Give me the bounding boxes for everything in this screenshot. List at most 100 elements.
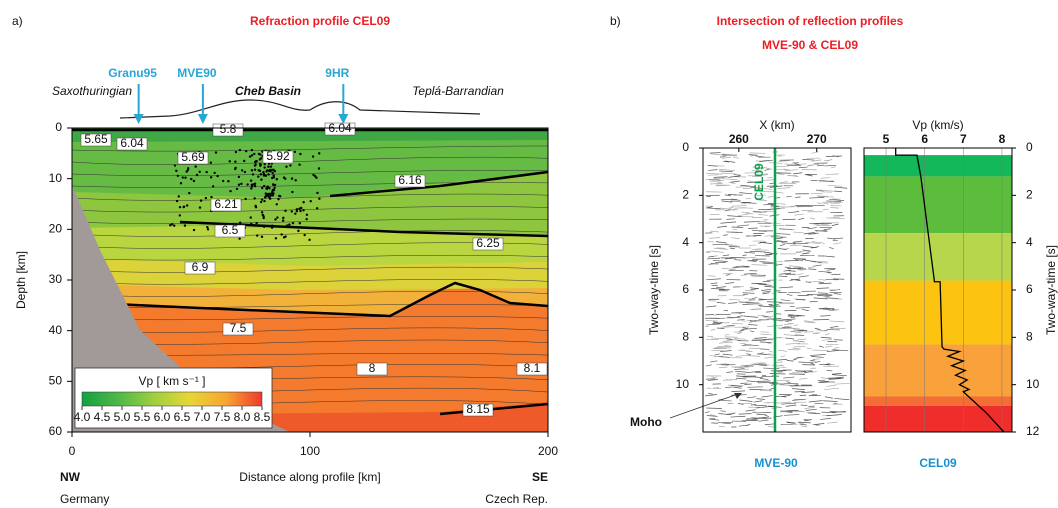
earthquake — [213, 171, 216, 175]
reflection-trace — [706, 387, 712, 389]
reflection-trace — [801, 391, 815, 393]
x-tick-label: 0 — [69, 444, 76, 458]
earthquake — [285, 165, 288, 168]
reflection-trace — [709, 414, 716, 417]
reflection-trace — [717, 422, 731, 425]
earthquake — [233, 167, 237, 171]
reflection-trace — [814, 327, 821, 330]
reflection-trace — [709, 360, 718, 363]
contour-label: 6.04 — [120, 136, 144, 150]
boundary-line — [72, 281, 548, 318]
reflection-trace — [785, 320, 792, 322]
earthquake — [257, 169, 260, 172]
panel-caption: MVE-90 — [754, 456, 798, 470]
reflection-trace — [763, 416, 772, 419]
reflection-trace — [748, 244, 757, 246]
earthquake — [205, 170, 208, 174]
reflection-trace — [811, 159, 822, 162]
reflection-trace — [784, 266, 792, 269]
contour-label: 7.5 — [230, 321, 247, 335]
panel-caption: CEL09 — [919, 456, 957, 470]
reflection-trace — [756, 412, 771, 414]
earthquake — [253, 168, 257, 171]
annotation: Moho — [630, 415, 662, 429]
reflection-trace — [816, 287, 830, 289]
reflection-trace — [734, 194, 740, 196]
earthquake — [294, 212, 297, 215]
contour-label: 8.1 — [524, 361, 541, 375]
vp-profile — [895, 148, 1005, 433]
contour-line — [72, 156, 548, 165]
station-label: Granu95 — [108, 66, 157, 80]
reflection-trace — [804, 406, 815, 409]
earthquake — [237, 175, 241, 179]
reflection-trace — [804, 174, 811, 176]
reflection-trace — [811, 241, 819, 243]
reflection-trace — [801, 425, 808, 428]
reflection-trace — [730, 237, 740, 240]
contour-label-box — [210, 198, 242, 212]
reflection-trace — [752, 210, 762, 213]
reflection-trace — [790, 316, 795, 319]
reflection-trace — [739, 329, 745, 332]
earthquake — [297, 229, 300, 233]
reflection-trace — [785, 404, 797, 407]
reflection-trace — [805, 242, 821, 244]
reflection-trace — [759, 241, 773, 244]
earthquake — [260, 186, 264, 190]
reflection-trace — [799, 378, 808, 380]
reflection-trace — [797, 250, 806, 253]
reflection-trace — [779, 244, 785, 246]
reflection-trace — [828, 378, 844, 380]
earthquake — [298, 222, 302, 225]
reflection-trace — [735, 354, 751, 357]
reflection-trace — [793, 231, 804, 234]
reflection-trace — [830, 325, 839, 328]
reflection-trace — [791, 371, 805, 374]
reflection-trace — [740, 382, 748, 384]
contour-line — [72, 218, 548, 224]
reflection-trace — [754, 404, 767, 407]
direction-label: SE — [532, 470, 548, 484]
reflection-trace — [736, 332, 742, 334]
reflection-trace — [720, 410, 726, 412]
reflection-trace — [736, 224, 749, 227]
velocity-layer — [864, 405, 1012, 432]
reflection-trace — [753, 174, 768, 177]
earthquake — [175, 169, 178, 173]
x-tick-label: 200 — [538, 444, 558, 458]
reflection-trace — [761, 374, 767, 377]
reflection-trace — [737, 319, 745, 321]
reflection-trace — [761, 179, 775, 181]
reflection-trace — [820, 315, 831, 317]
reflection-trace — [778, 286, 793, 289]
reflection-trace — [745, 235, 762, 237]
reflection-trace — [819, 282, 832, 285]
reflection-trace — [777, 349, 787, 352]
reflection-trace — [811, 151, 819, 154]
x-tick-label: 260 — [729, 132, 749, 146]
reflection-trace — [793, 328, 807, 331]
reflection-trace — [803, 370, 814, 374]
reflection-trace — [743, 256, 756, 259]
reflection-trace — [825, 173, 839, 175]
reflection-trace — [730, 385, 743, 387]
reflection-trace — [747, 181, 761, 184]
reflection-trace — [831, 373, 842, 375]
reflection-trace — [705, 305, 717, 308]
reflection-trace — [793, 242, 809, 245]
earthquake — [216, 174, 219, 178]
earthquake — [298, 207, 301, 210]
reflection-trace — [829, 247, 834, 249]
reflection-trace — [797, 421, 805, 425]
reflection-trace — [783, 334, 798, 337]
earthquake — [250, 185, 254, 188]
earthquake — [190, 177, 193, 181]
reflection-trace — [812, 423, 825, 426]
reflection-trace — [793, 315, 798, 317]
reflection-trace — [809, 300, 818, 303]
reflection-trace — [727, 316, 741, 319]
reflection-trace — [764, 423, 775, 426]
earthquake — [295, 208, 299, 211]
reflection-trace — [728, 299, 740, 301]
